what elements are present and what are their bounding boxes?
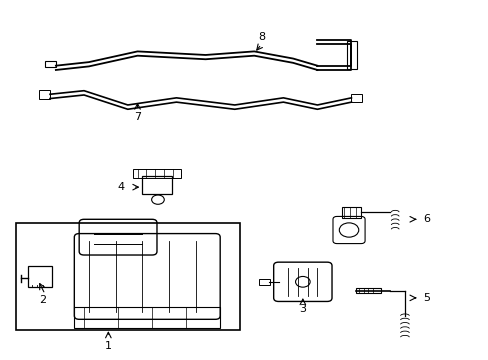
Bar <box>341 207 361 217</box>
Text: 5: 5 <box>423 293 429 303</box>
Bar <box>259 279 269 285</box>
Bar <box>356 288 380 293</box>
Text: 3: 3 <box>299 303 305 314</box>
Bar <box>16 223 239 330</box>
Bar <box>45 61 56 67</box>
Bar <box>132 169 181 178</box>
Bar <box>351 94 362 103</box>
Bar <box>346 41 357 69</box>
Text: 2: 2 <box>39 295 46 305</box>
Text: 6: 6 <box>423 214 429 224</box>
Bar <box>28 266 52 287</box>
Text: 7: 7 <box>134 112 141 122</box>
Text: 4: 4 <box>117 182 124 192</box>
Bar <box>142 176 171 194</box>
Text: 1: 1 <box>104 341 112 351</box>
Bar <box>39 90 50 99</box>
Text: 8: 8 <box>258 32 264 42</box>
